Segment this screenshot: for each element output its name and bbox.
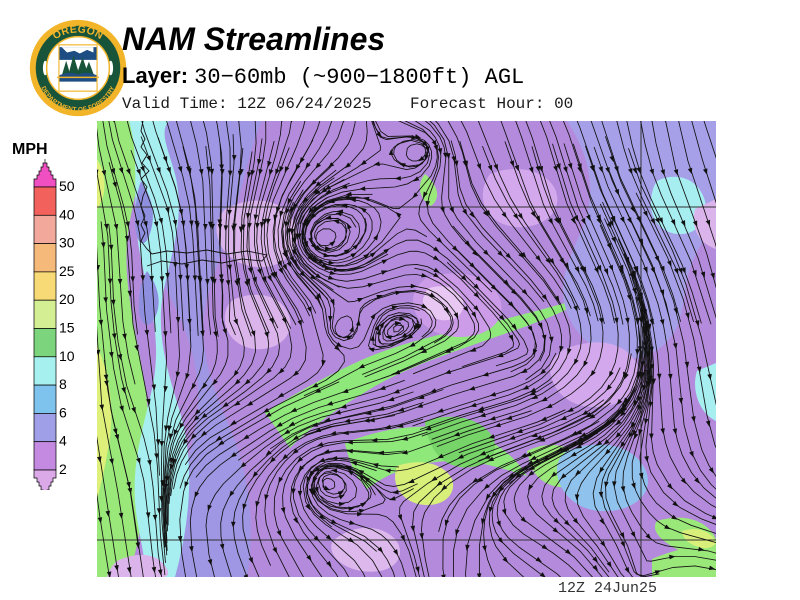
svg-text:4: 4	[59, 433, 67, 449]
svg-text:25: 25	[59, 263, 75, 279]
svg-text:20: 20	[59, 291, 75, 307]
svg-text:50: 50	[59, 178, 75, 194]
svg-text:2: 2	[59, 461, 67, 477]
svg-text:40: 40	[59, 206, 75, 222]
svg-text:6: 6	[59, 404, 67, 420]
svg-text:MPH: MPH	[12, 141, 48, 158]
svg-text:30: 30	[59, 235, 75, 251]
svg-text:8: 8	[59, 376, 67, 392]
svg-text:10: 10	[59, 348, 75, 364]
svg-text:15: 15	[59, 320, 75, 336]
